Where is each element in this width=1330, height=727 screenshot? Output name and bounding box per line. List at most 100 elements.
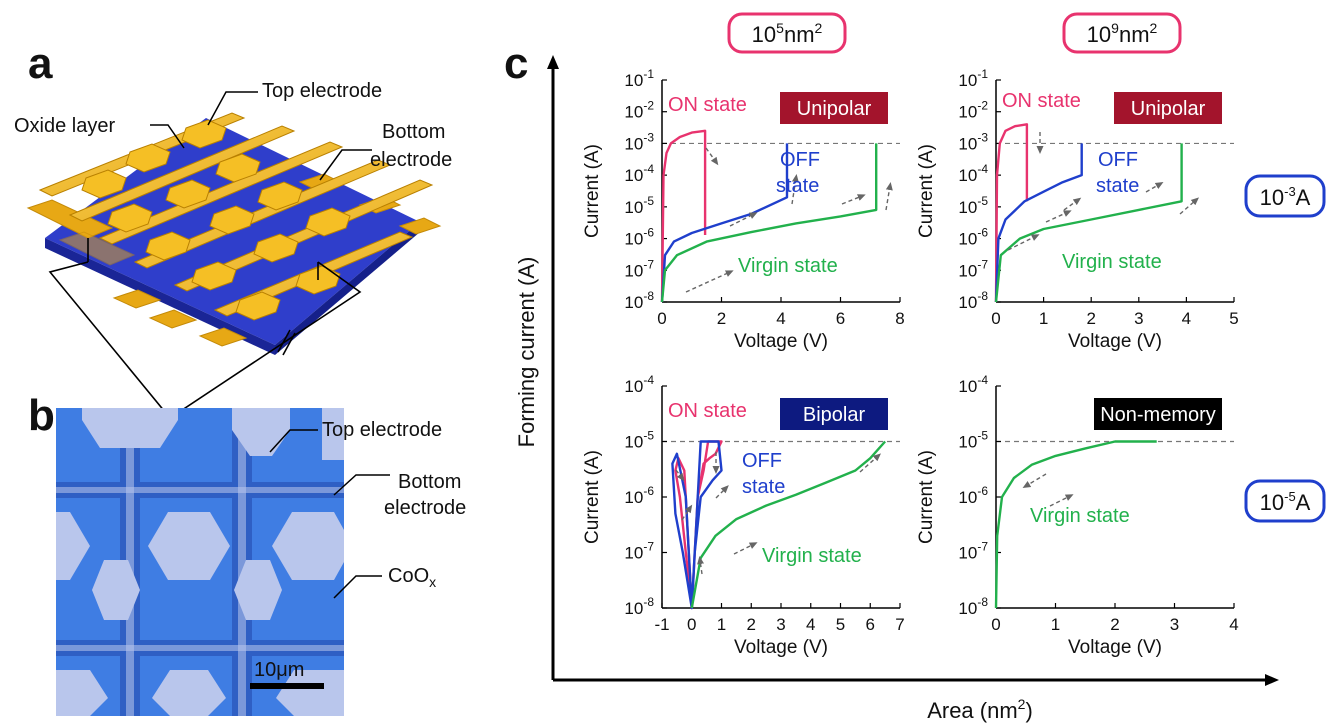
x-tick-label: 8: [895, 309, 904, 328]
x-tick-label: 4: [1229, 615, 1238, 634]
subplot-unipolar-large: 10-8 10-7 10-6 10-5 10-4 10-3 10-2 10-1 0 1 2 3 4 5 Vo…: [916, 67, 1239, 352]
series-on-state: [674, 440, 723, 610]
y-tick-label: 10-8: [624, 595, 654, 618]
x-tick-label: 1: [1039, 309, 1048, 328]
direction-arrow: [681, 504, 693, 521]
y-axis-label: Current (A): [916, 450, 937, 544]
ann-off-state-1b: state: [776, 175, 819, 197]
y-tick-label: 10-2: [958, 99, 988, 122]
x-tick-label: 1: [717, 615, 726, 634]
x-tick-label: 2: [717, 309, 726, 328]
y-tick-label: 10-8: [958, 289, 988, 312]
panel-b: b 10μm Top: [28, 391, 466, 716]
direction-arrow: [1063, 197, 1082, 211]
x-axis-label: Voltage (V): [1068, 331, 1162, 352]
area-label: Area (nm2): [927, 696, 1033, 723]
forming-current-label: Forming current (A): [514, 257, 539, 448]
y-tick-label: 10-1: [958, 67, 988, 90]
direction-arrow: [697, 556, 705, 575]
x-tick-label: 5: [836, 615, 845, 634]
x-axis-label: Voltage (V): [734, 331, 828, 352]
label-top-electrode-b: Top electrode: [322, 419, 442, 441]
x-tick-label: 7: [895, 615, 904, 634]
direction-arrow: [675, 469, 685, 482]
series-virgin-state: [994, 143, 1183, 303]
leader-top-electrode-a: [207, 91, 258, 126]
y-tick-label: 10-5: [624, 194, 654, 217]
x-tick-label: 0: [687, 615, 696, 634]
direction-arrow: [729, 212, 758, 227]
y-axis-label: Current (A): [916, 144, 937, 238]
ann-on-state-1: ON state: [668, 94, 747, 116]
label-oxide-layer: Oxide layer: [14, 115, 115, 137]
panel-b-label: b: [28, 391, 55, 440]
panel-a: a: [14, 39, 452, 420]
series-off-state: [994, 143, 1083, 303]
y-tick-label: 10-6: [958, 226, 988, 249]
series-virgin-state: [690, 440, 886, 609]
y-tick-label: 10-4: [624, 373, 654, 396]
mode-badge-label: Unipolar: [1131, 98, 1206, 120]
ann-off-state-2b: state: [1096, 175, 1139, 197]
ann-off-state-1: OFF: [780, 149, 820, 171]
y-tick-label: 10-8: [958, 595, 988, 618]
direction-arrow: [1145, 182, 1164, 193]
direction-arrow: [733, 542, 758, 555]
ann-off-state-2: OFF: [1098, 149, 1138, 171]
y-tick-label: 10-1: [624, 67, 654, 90]
mode-badge-label: Non-memory: [1100, 404, 1216, 426]
leader-top-electrode-b: [269, 429, 318, 453]
svg-text:10-5A: 10-5A: [1260, 489, 1311, 515]
x-tick-label: 0: [991, 309, 1000, 328]
top-electrodes: [38, 112, 434, 317]
x-tick-label: 3: [1134, 309, 1143, 328]
x-tick-label: 5: [1229, 309, 1238, 328]
leader-oxide-layer: [150, 124, 185, 149]
series-on-state: [660, 129, 707, 303]
ann-on-state-2: ON state: [1002, 90, 1081, 112]
mode-badge: [780, 398, 888, 430]
y-tick-label: 10-3: [958, 130, 988, 153]
direction-arrow: [705, 147, 719, 166]
svg-text:105nm2: 105nm2: [752, 20, 823, 47]
direction-arrow: [1049, 494, 1074, 507]
leader-bottom-electrode-a: [319, 149, 372, 181]
label-coox: CoOx: [388, 565, 436, 590]
y-tick-label: 10-2: [624, 99, 654, 122]
label-bottom-electrode-a-2: electrode: [370, 149, 452, 171]
x-tick-label: 4: [776, 309, 785, 328]
series-on-state: [994, 123, 1029, 303]
x-tick-label: 4: [806, 615, 815, 634]
micrograph-pads: [56, 408, 344, 716]
x-axis-label: Voltage (V): [1068, 637, 1162, 658]
y-tick-label: 10-6: [958, 484, 988, 507]
x-tick-label: 6: [866, 615, 875, 634]
ann-off-state-3b: state: [742, 476, 785, 498]
ann-virgin-state-1: Virgin state: [738, 255, 838, 277]
label-bottom-electrode-b-2: electrode: [384, 497, 466, 519]
subplot-non-memory: 10-8 10-7 10-6 10-5 10-4 0 1 2 3 4 Voltage (V) Curr…: [675, 132, 1239, 658]
leader-coox: [333, 575, 382, 599]
y-tick-label: 10-7: [958, 257, 988, 280]
direction-arrow: [1179, 197, 1200, 215]
direction-arrow: [715, 485, 729, 499]
mode-badge: [1094, 398, 1222, 430]
mode-badge-label: Bipolar: [803, 404, 866, 426]
x-tick-label: 0: [657, 309, 666, 328]
x-tick-label: -1: [654, 615, 669, 634]
y-tick-label: 10-8: [624, 289, 654, 312]
x-tick-label: 1: [1051, 615, 1060, 634]
x-tick-label: 3: [1170, 615, 1179, 634]
row-label-2: 10-5A: [1244, 479, 1326, 523]
direction-arrow: [1045, 210, 1072, 223]
x-tick-label: 0: [991, 615, 1000, 634]
direction-arrow: [885, 182, 893, 211]
y-tick-label: 10-4: [958, 162, 988, 185]
mode-badge: [780, 92, 888, 124]
leader-bottom-electrode-b: [333, 474, 390, 496]
ann-virgin-state-3: Virgin state: [762, 545, 862, 567]
direction-arrow: [1022, 473, 1047, 489]
top-electrode-pads: [81, 119, 351, 321]
y-tick-label: 10-7: [958, 540, 988, 563]
subplot-unipolar-small: 10-8 10-7 10-6 10-5 10-4 10-3 10-2 10-1 0 2 4 6 8 Vol…: [582, 67, 905, 352]
